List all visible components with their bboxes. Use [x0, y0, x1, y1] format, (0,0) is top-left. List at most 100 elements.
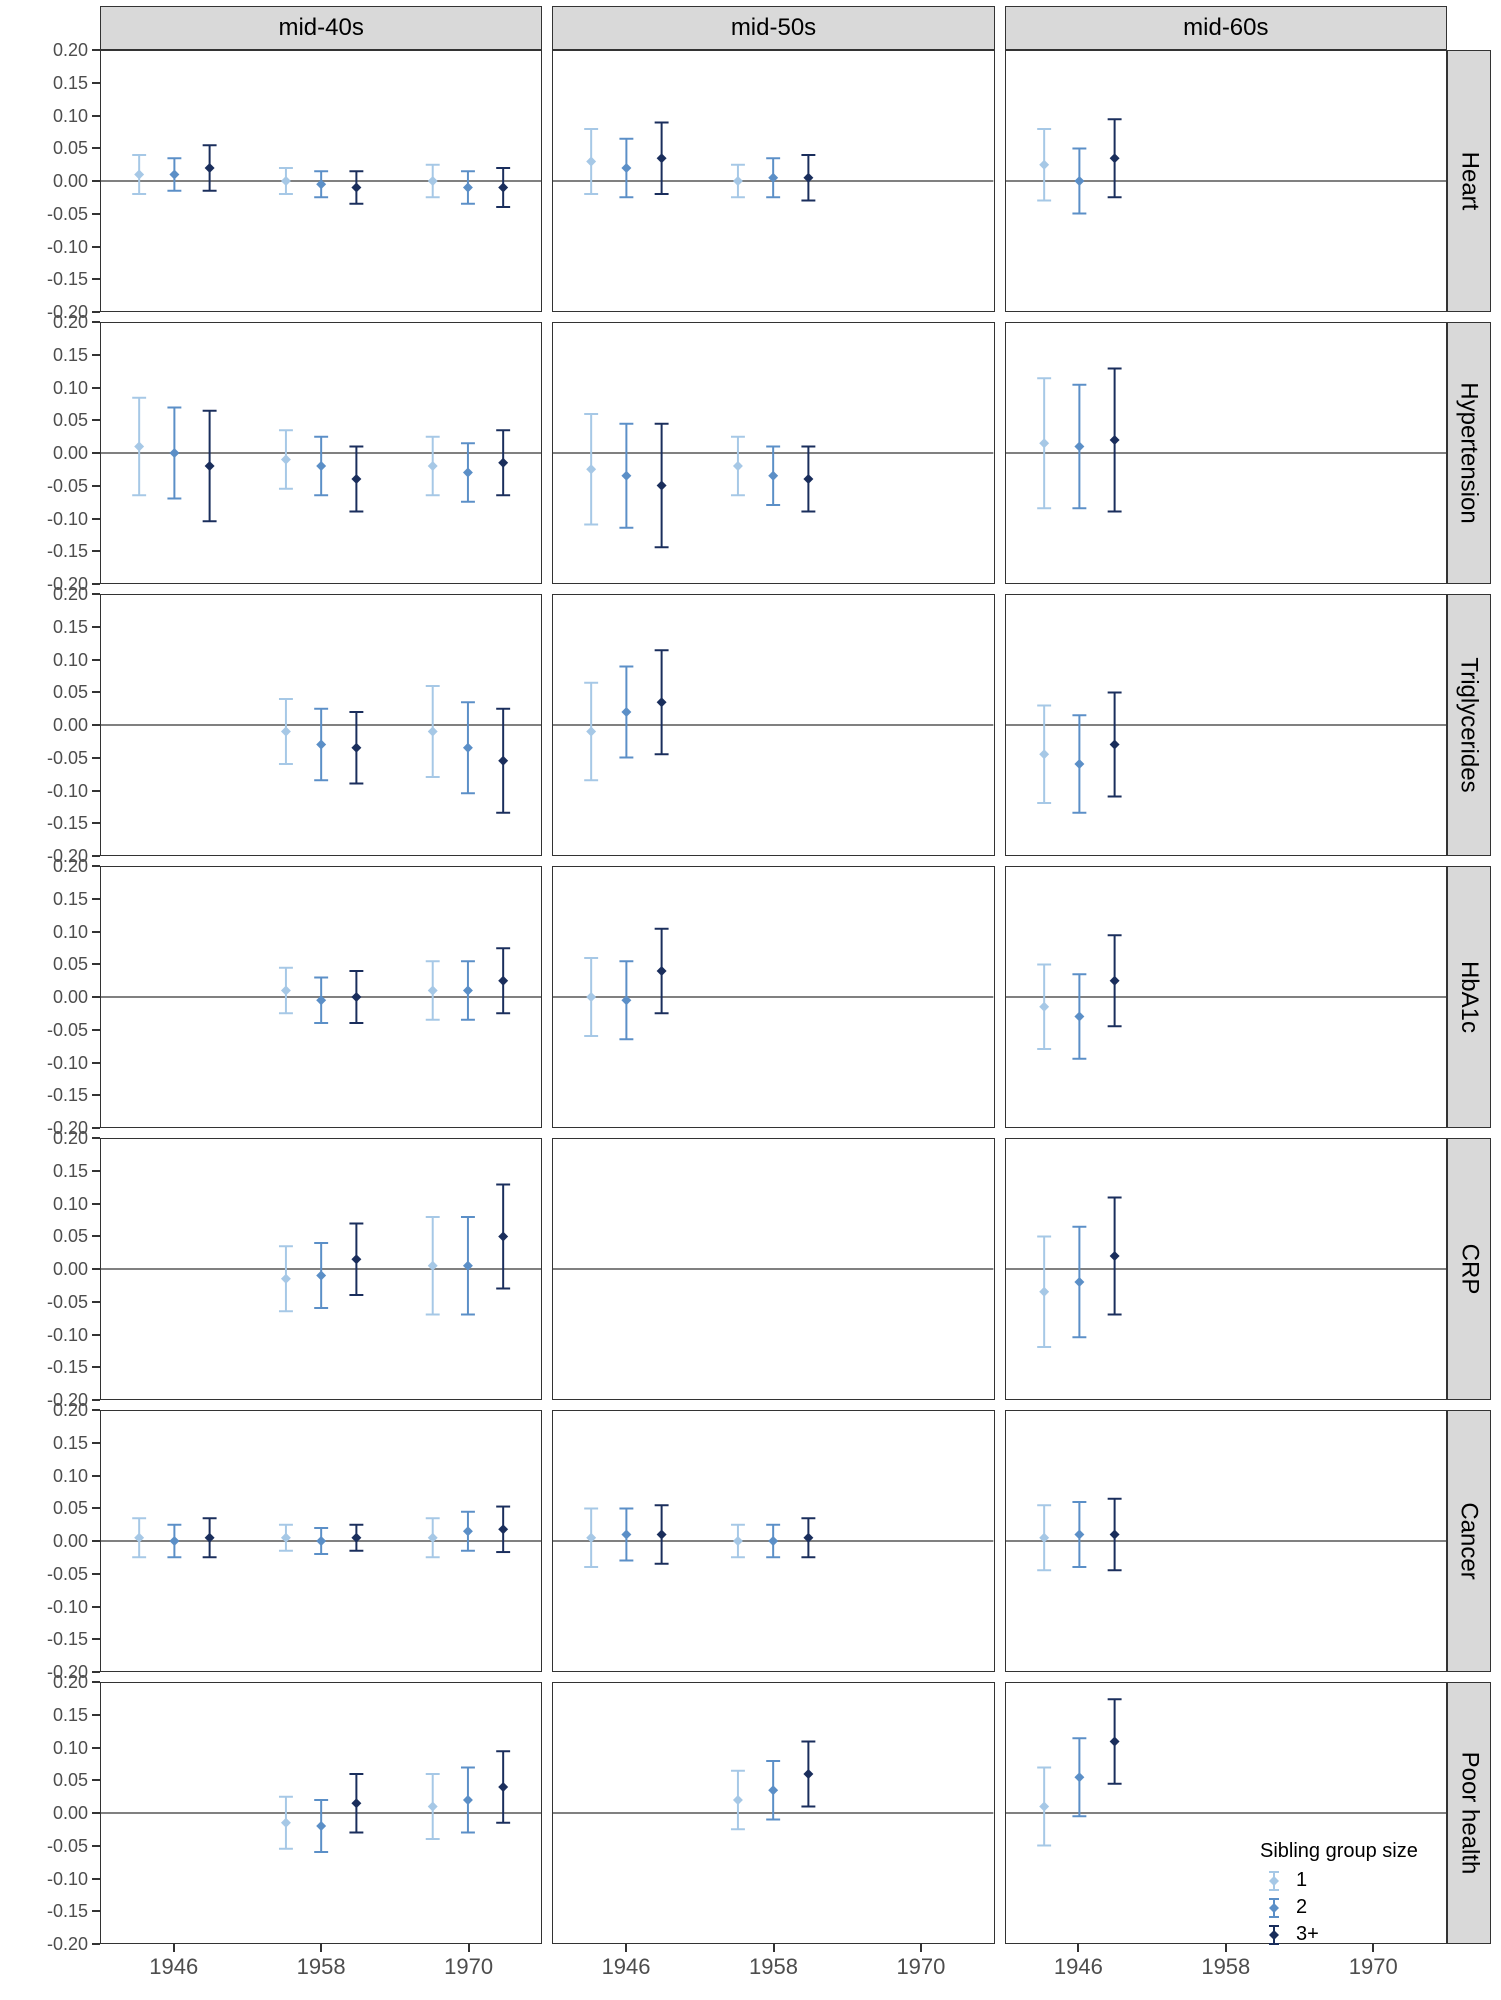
point-estimate	[428, 461, 438, 471]
y-tick-mark	[92, 1845, 100, 1847]
y-tick-label: 0.05	[53, 411, 88, 429]
row-header-label: Hypertension	[1455, 382, 1483, 523]
y-tick-mark	[92, 354, 100, 356]
y-tick-label: 0.00	[53, 1804, 88, 1822]
y-tick-mark	[92, 1170, 100, 1172]
point-estimate	[1039, 438, 1049, 448]
y-tick-mark	[92, 1779, 100, 1781]
point-estimate	[281, 986, 291, 996]
y-tick-mark	[92, 1606, 100, 1608]
panel-svg	[553, 51, 993, 311]
x-tick-mark	[920, 1944, 922, 1952]
y-tick-label: -0.10	[47, 1870, 88, 1888]
panel-svg	[553, 1683, 993, 1943]
point-estimate	[316, 1271, 326, 1281]
y-tick-mark	[92, 1029, 100, 1031]
y-tick-label: 0.15	[53, 1706, 88, 1724]
y-tick-label: 0.10	[53, 1195, 88, 1213]
panel-svg	[1006, 1139, 1446, 1399]
y-tick-label: 0.10	[53, 923, 88, 941]
y-tick-label: 0.05	[53, 1771, 88, 1789]
y-tick-mark	[92, 485, 100, 487]
point-estimate	[134, 170, 144, 180]
point-estimate	[1109, 1251, 1119, 1261]
x-tick-label: 1946	[1054, 1956, 1103, 1978]
point-estimate	[316, 1536, 326, 1546]
y-tick-mark	[92, 82, 100, 84]
point-estimate	[463, 183, 473, 193]
y-tick-mark	[92, 1878, 100, 1880]
point-estimate	[769, 1536, 779, 1546]
point-estimate	[351, 1254, 361, 1264]
x-tick-label: 1946	[149, 1956, 198, 1978]
facet-panel	[100, 594, 542, 856]
y-tick-label: 0.10	[53, 1739, 88, 1757]
point-estimate	[1039, 1002, 1049, 1012]
y-tick-mark	[92, 1747, 100, 1749]
y-tick-mark	[92, 1812, 100, 1814]
y-tick-mark	[92, 790, 100, 792]
point-estimate	[1074, 1012, 1084, 1022]
point-estimate	[428, 1802, 438, 1812]
facet-panel	[552, 50, 994, 312]
panel-svg	[553, 323, 993, 583]
y-tick-label: -0.15	[47, 1902, 88, 1920]
point-estimate	[657, 1530, 667, 1540]
y-axis-tick-labels: 0.200.150.100.050.00-0.05-0.10-0.15-0.20	[0, 857, 88, 1137]
y-tick-label: 0.00	[53, 988, 88, 1006]
row-header: Hypertension	[1447, 322, 1491, 584]
y-tick-label: -0.15	[47, 1358, 88, 1376]
panel-svg	[1006, 51, 1446, 311]
y-tick-mark	[92, 1062, 100, 1064]
point-estimate	[1039, 1802, 1049, 1812]
point-estimate	[281, 455, 291, 465]
point-estimate	[463, 986, 473, 996]
x-tick-mark	[468, 1944, 470, 1952]
facet-panel	[552, 866, 994, 1128]
y-tick-mark	[92, 278, 100, 280]
point-estimate	[1074, 176, 1084, 186]
panel-svg	[101, 323, 541, 583]
y-tick-label: 0.00	[53, 716, 88, 734]
point-estimate	[733, 176, 743, 186]
y-tick-mark	[92, 963, 100, 965]
x-axis-tick-labels: 194619581970	[100, 1956, 542, 1986]
x-tick-mark	[173, 1944, 175, 1952]
row-header-label: Triglycerides	[1455, 657, 1483, 792]
point-estimate	[281, 1818, 291, 1828]
column-header: mid-60s	[1005, 6, 1447, 50]
facet-panel	[100, 1138, 542, 1400]
y-tick-label: -0.20	[47, 1935, 88, 1953]
y-tick-mark	[92, 822, 100, 824]
y-tick-label: 0.05	[53, 139, 88, 157]
y-tick-label: 0.15	[53, 618, 88, 636]
y-tick-mark	[92, 452, 100, 454]
point-estimate	[1039, 160, 1049, 170]
facet-panel	[100, 1410, 542, 1672]
point-estimate	[134, 442, 144, 452]
x-tick-label: 1970	[444, 1956, 493, 1978]
point-estimate	[498, 1524, 508, 1534]
y-tick-mark	[92, 321, 100, 323]
point-estimate	[281, 176, 291, 186]
legend-item-label: 3+	[1296, 1923, 1319, 1946]
point-estimate	[498, 1232, 508, 1242]
y-tick-mark	[92, 659, 100, 661]
panel-svg	[553, 867, 993, 1127]
y-tick-label: -0.10	[47, 238, 88, 256]
point-estimate	[622, 163, 632, 173]
facet-chart: mid-40smid-50smid-60sHeartHypertensionTr…	[0, 0, 1501, 2000]
row-header: HbA1c	[1447, 866, 1491, 1128]
y-tick-label: -0.15	[47, 1630, 88, 1648]
legend-swatch	[1260, 1897, 1288, 1919]
x-tick-mark	[1225, 1944, 1227, 1952]
legend-swatch	[1260, 1870, 1288, 1892]
y-axis-tick-labels: 0.200.150.100.050.00-0.05-0.10-0.15-0.20	[0, 585, 88, 865]
y-tick-mark	[92, 419, 100, 421]
point-estimate	[169, 1536, 179, 1546]
y-tick-mark	[92, 1203, 100, 1205]
facet-panel	[100, 322, 542, 584]
panel-svg	[101, 1139, 541, 1399]
facet-panel	[1005, 50, 1447, 312]
y-tick-mark	[92, 180, 100, 182]
